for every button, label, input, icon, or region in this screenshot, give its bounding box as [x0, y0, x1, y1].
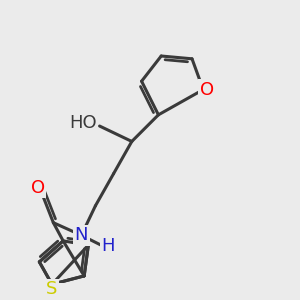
Text: S: S — [46, 280, 58, 298]
Text: H: H — [101, 238, 115, 256]
Text: O: O — [31, 179, 45, 197]
Text: N: N — [75, 226, 88, 244]
Text: HO: HO — [69, 114, 97, 132]
Text: O: O — [200, 81, 214, 99]
